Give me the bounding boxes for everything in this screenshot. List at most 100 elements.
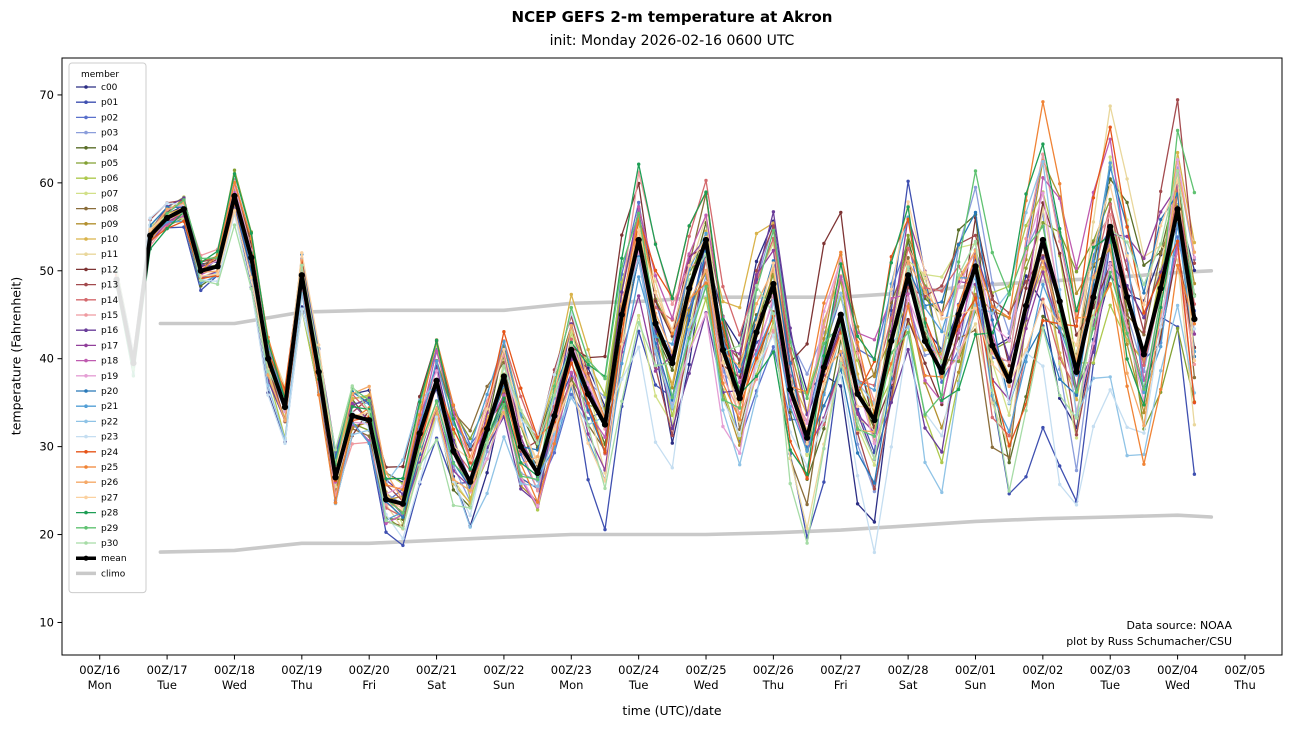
series-p30-marker <box>1041 326 1045 330</box>
series-p07-marker <box>1074 436 1079 440</box>
series-p28-marker <box>906 205 910 209</box>
series-p15-marker <box>754 377 759 381</box>
series-p25-marker <box>1142 462 1146 466</box>
legend-marker-p09 <box>84 222 88 226</box>
y-tick-label: 70 <box>39 88 54 102</box>
legend-marker-p02 <box>84 115 88 120</box>
series-p29-marker <box>923 412 927 417</box>
series-p25-marker <box>822 301 826 305</box>
series-p28-marker <box>1125 357 1129 361</box>
series-p29-marker <box>906 330 910 335</box>
series-p01-marker <box>603 527 607 532</box>
series-p18-marker <box>670 316 674 320</box>
series-p25-marker <box>990 304 994 309</box>
series-mean-marker <box>467 478 474 485</box>
series-p28-marker <box>468 467 472 471</box>
legend-label-p05: p05 <box>101 159 118 169</box>
series-p25-marker <box>855 340 860 344</box>
series-p30-marker <box>1074 416 1079 420</box>
series-p29-marker <box>704 284 708 289</box>
series-p05-marker <box>1108 197 1112 202</box>
series-p24-marker <box>1091 196 1096 200</box>
series-p28-marker <box>956 387 961 392</box>
series-p25-marker <box>738 418 742 422</box>
series-p08-marker <box>1007 455 1011 459</box>
series-p25-marker <box>451 403 456 407</box>
series-c00-marker <box>485 471 489 475</box>
legend-label-climo: climo <box>101 569 126 579</box>
series-p01-marker <box>1058 464 1062 468</box>
series-p29-marker <box>502 402 506 407</box>
series-p29-marker <box>1091 326 1096 331</box>
legend-label-p01: p01 <box>101 98 118 108</box>
series-p18-marker <box>956 331 961 335</box>
x-tick-label-day: Fri <box>834 678 848 692</box>
series-mean-marker <box>837 311 844 318</box>
series-p05-marker <box>232 168 237 172</box>
y-tick-label: 50 <box>39 264 54 278</box>
series-p14-marker <box>738 333 742 337</box>
legend-label-p18: p18 <box>101 357 118 367</box>
legend-label-p04: p04 <box>101 144 118 154</box>
series-p28-marker <box>1058 227 1062 231</box>
series-p29-marker <box>401 511 405 515</box>
series-p25-marker <box>232 180 237 185</box>
series-p17-marker <box>855 412 860 416</box>
series-p23-marker <box>771 333 776 337</box>
series-p11-marker <box>923 276 927 281</box>
series-p06-marker <box>535 508 540 512</box>
series-p22-marker <box>1159 369 1163 373</box>
series-p25-marker <box>1108 282 1112 286</box>
series-p16-marker <box>788 326 792 330</box>
series-mean-marker <box>231 192 238 200</box>
series-p21-marker <box>1142 390 1146 395</box>
series-mean-marker <box>854 390 861 397</box>
series-p26-marker <box>704 268 708 273</box>
series-p29-marker <box>872 434 877 438</box>
series-p20-marker <box>956 243 961 247</box>
legend-marker-p01 <box>84 100 88 104</box>
series-p28-marker <box>855 334 860 338</box>
legend-label-p13: p13 <box>101 281 118 291</box>
series-p23-marker <box>418 480 422 484</box>
series-p18-marker <box>502 393 506 397</box>
series-p16-marker <box>940 450 944 454</box>
x-tick-label-date: 00Z/18 <box>214 663 255 677</box>
series-p20-marker <box>586 408 590 412</box>
series-p27-marker <box>855 404 860 409</box>
series-p30-marker <box>333 448 338 452</box>
series-p07-marker <box>653 394 658 398</box>
series-p21-marker <box>367 441 371 445</box>
series-p30-marker <box>872 457 877 461</box>
series-p22-marker <box>468 525 472 529</box>
y-tick-label: 20 <box>39 528 54 542</box>
series-p27-marker <box>637 228 641 232</box>
series-p29-marker <box>670 395 674 400</box>
series-p28-marker <box>788 448 792 452</box>
series-p28-marker <box>973 332 978 337</box>
series-mean-marker <box>197 267 204 274</box>
series-p27-marker <box>317 343 321 347</box>
series-p24-marker <box>1007 444 1011 448</box>
series-p27-marker <box>1159 224 1163 228</box>
series-p22-marker <box>923 460 927 465</box>
series-p10-marker <box>1041 265 1045 270</box>
series-p04-marker <box>1007 460 1011 465</box>
series-p23-marker <box>266 393 270 397</box>
x-tick-label-day: Wed <box>222 678 247 692</box>
series-p04-marker <box>1142 263 1146 267</box>
series-p17-marker <box>1041 270 1045 274</box>
x-tick-label-day: Mon <box>1031 678 1055 692</box>
series-p25-marker <box>1125 384 1129 388</box>
series-p13-marker <box>670 433 674 438</box>
series-p22-marker <box>552 432 557 436</box>
y-tick-label: 10 <box>39 615 54 629</box>
series-p29-marker <box>535 477 540 482</box>
series-mean-marker <box>1157 285 1164 292</box>
series-p26-marker <box>754 302 759 306</box>
series-p21-marker <box>822 393 826 397</box>
series-p13-marker <box>923 294 927 298</box>
y-tick-label: 40 <box>39 352 54 366</box>
series-p30-marker <box>418 463 422 467</box>
